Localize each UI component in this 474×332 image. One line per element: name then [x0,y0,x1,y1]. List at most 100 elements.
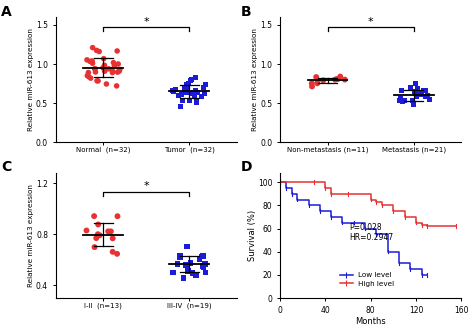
Text: *: * [143,181,149,192]
Point [200,253,207,259]
Point [421,94,429,99]
Point [96,233,103,238]
Point [116,68,123,74]
Point [91,66,99,71]
Point [337,74,344,79]
Point [180,86,188,91]
Point [201,81,209,87]
Point [312,74,320,80]
Point [113,48,121,53]
Point [183,244,191,249]
Point [114,61,122,67]
Point [426,97,433,102]
Point [83,73,91,78]
Point [94,222,102,227]
Point [191,94,199,99]
Point [176,253,183,259]
Point [188,77,195,82]
Text: HR=0.2947: HR=0.2947 [349,233,393,242]
Point [398,99,406,105]
Point [397,87,405,93]
Point [105,66,112,71]
Point [341,77,348,82]
Point [308,81,316,86]
Point [109,249,117,254]
Point [184,268,191,274]
Point [109,60,117,65]
Point [113,251,121,257]
Point [176,104,184,109]
X-axis label: Months: Months [356,317,386,326]
Point [201,91,209,96]
Point [91,244,98,250]
Point [308,84,316,89]
Point [114,213,121,219]
Point [100,56,108,61]
Point [410,102,417,108]
Point [91,213,98,219]
Text: D: D [240,160,252,174]
Point [180,275,187,281]
Point [168,88,176,93]
Point [192,87,200,93]
Text: *: * [368,17,374,27]
Point [174,93,182,98]
Point [331,77,339,82]
Point [110,63,118,68]
Point [333,76,340,82]
Point [313,81,321,86]
Point [184,81,192,87]
Point [401,98,409,103]
Point [183,90,191,96]
Point [86,59,94,64]
Point [412,91,419,97]
Point [174,261,182,267]
Point [184,88,191,94]
Point [95,49,103,54]
Point [197,93,205,99]
Point [101,68,109,74]
Point [191,75,199,80]
Point [104,229,112,234]
Point [84,70,92,75]
Point [200,264,207,269]
Point [198,254,206,259]
Point [407,85,414,90]
Point [201,262,209,267]
Point [335,76,342,82]
Text: P=0.028: P=0.028 [349,223,382,232]
Point [409,98,416,104]
Point [93,48,100,53]
Point [88,58,96,64]
Point [186,77,194,83]
Point [319,78,327,83]
Point [178,92,185,97]
Point [179,98,186,103]
Point [83,57,91,62]
Point [176,254,183,260]
Point [182,263,190,268]
Point [200,84,207,90]
Point [196,256,203,261]
Point [109,70,116,75]
Point [397,96,404,101]
Point [411,81,419,86]
Point [395,98,403,103]
Point [99,65,107,70]
Point [415,90,423,95]
Point [421,88,429,93]
Point [192,99,200,104]
Point [418,91,425,97]
Y-axis label: Relative miR-613 expression: Relative miR-613 expression [253,28,258,131]
Point [187,261,194,266]
Point [186,98,194,103]
Point [107,229,115,234]
Y-axis label: Relative miR-613 expression: Relative miR-613 expression [28,184,34,287]
Point [94,231,102,237]
Point [424,93,431,98]
Point [193,100,201,105]
Point [182,85,190,90]
Point [92,235,100,241]
Point [169,270,177,275]
Point [82,228,90,233]
